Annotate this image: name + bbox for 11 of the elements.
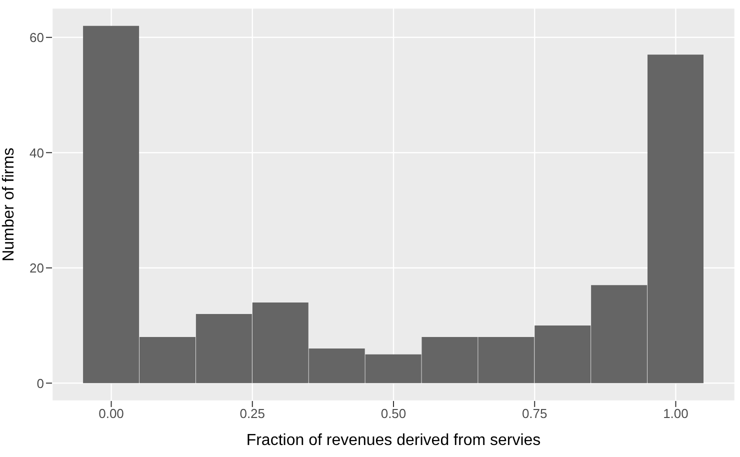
y-tick-label: 20 bbox=[30, 260, 44, 276]
y-tick-label: 40 bbox=[30, 145, 44, 160]
x-tick-label: 1.00 bbox=[663, 406, 688, 422]
y-tick-label: 60 bbox=[30, 30, 44, 46]
x-tick-label: 0.25 bbox=[240, 406, 266, 422]
y-tick-label: 0 bbox=[36, 376, 44, 391]
x-axis-title: Fraction of revenues derived from servies bbox=[246, 432, 541, 449]
x-tick-label: 0.00 bbox=[98, 406, 124, 422]
x-tick-label: 0.75 bbox=[522, 406, 548, 422]
x-tick-label: 0.50 bbox=[380, 406, 406, 422]
y-axis-title: Number of firms bbox=[0, 148, 18, 262]
